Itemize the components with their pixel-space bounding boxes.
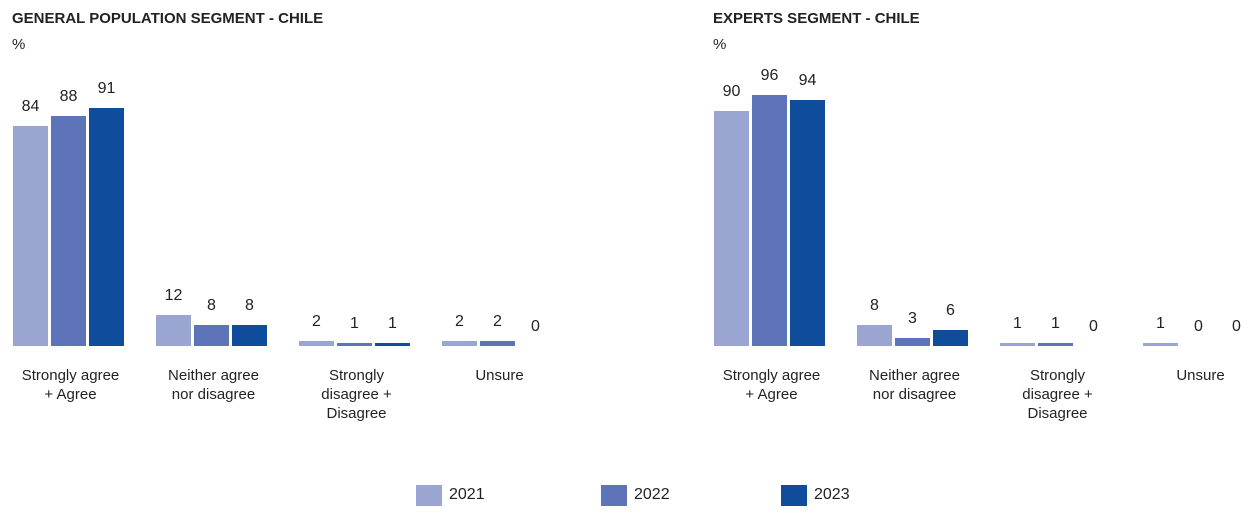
bar <box>89 108 124 346</box>
bar <box>790 100 825 346</box>
value-label: 8 <box>245 297 254 315</box>
bar <box>1000 343 1035 346</box>
bar <box>194 325 229 346</box>
category-label: Neither agree nor disagree <box>168 367 259 403</box>
bar <box>299 340 334 346</box>
bar <box>13 126 48 346</box>
value-label: 12 <box>164 286 183 304</box>
value-label: 94 <box>798 72 817 90</box>
value-label: 2 <box>312 312 321 330</box>
chart-title: GENERAL POPULATION SEGMENT - CHILE <box>12 10 324 27</box>
bar <box>752 94 787 346</box>
chart-subtitle: % <box>713 36 727 53</box>
value-label: 0 <box>1232 318 1241 335</box>
value-label: 84 <box>21 98 40 116</box>
category-label: Unsure <box>1176 367 1225 384</box>
bar <box>1038 343 1073 346</box>
value-label: 2 <box>455 312 464 330</box>
bar <box>895 338 930 346</box>
value-label: 3 <box>908 310 917 328</box>
bar <box>337 343 372 346</box>
legend-swatch <box>601 485 627 506</box>
bar <box>480 340 515 346</box>
bar <box>232 325 267 346</box>
value-label: 0 <box>1089 318 1098 335</box>
value-label: 0 <box>531 318 540 335</box>
value-label: 88 <box>59 87 78 105</box>
legend-label: 2022 <box>634 486 670 503</box>
bar <box>51 115 86 346</box>
legend-label: 2021 <box>449 486 485 503</box>
bar <box>375 343 410 346</box>
bar <box>857 325 892 346</box>
value-label: 96 <box>760 66 779 84</box>
legend-label: 2023 <box>814 486 850 503</box>
bar <box>442 340 477 346</box>
chart-subtitle: % <box>12 36 26 53</box>
bar <box>1143 343 1178 346</box>
bar <box>933 330 968 346</box>
category-label: Neither agree nor disagree <box>869 367 960 403</box>
value-label: 1 <box>350 315 359 333</box>
value-label: 2 <box>493 312 502 330</box>
bar <box>156 314 191 346</box>
value-label: 8 <box>207 297 216 315</box>
value-label: 6 <box>946 302 955 320</box>
value-label: 1 <box>1051 315 1060 333</box>
value-label: 0 <box>1194 318 1203 335</box>
value-label: 8 <box>870 297 879 315</box>
legend-swatch <box>416 485 442 506</box>
category-label: Strongly agree + Agree <box>722 367 821 403</box>
category-label: Strongly agree + Agree <box>21 367 120 403</box>
bar <box>714 110 749 346</box>
value-label: 90 <box>722 82 741 100</box>
value-label: 1 <box>1013 315 1022 333</box>
value-label: 1 <box>388 315 397 333</box>
legend-swatch <box>781 485 807 506</box>
chart-title: EXPERTS SEGMENT - CHILE <box>713 10 920 27</box>
category-label: Strongly disagree + Disagree <box>321 367 392 422</box>
category-label: Strongly disagree + Disagree <box>1022 367 1093 422</box>
value-label: 1 <box>1156 315 1165 333</box>
value-label: 91 <box>97 80 116 98</box>
category-label: Unsure <box>475 367 524 384</box>
